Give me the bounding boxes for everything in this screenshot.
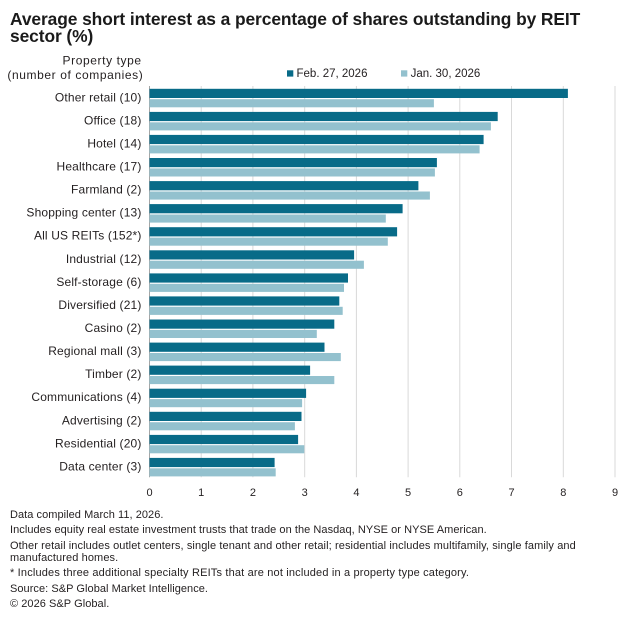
svg-text:1: 1 [198,487,204,499]
svg-text:8: 8 [560,487,566,499]
svg-text:5: 5 [405,487,411,499]
svg-text:2: 2 [250,487,256,499]
svg-text:Industrial (12): Industrial (12) [66,252,142,266]
svg-text:Timber (2): Timber (2) [85,367,141,381]
svg-text:Other retail (10): Other retail (10) [55,90,142,104]
svg-text:Residential (20): Residential (20) [55,436,141,450]
svg-text:All US REITs (152*): All US REITs (152*) [34,229,142,243]
svg-text:Self-storage (6): Self-storage (6) [56,275,141,289]
svg-text:Communications (4): Communications (4) [31,390,141,404]
svg-text:Feb. 27, 2026: Feb. 27, 2026 [297,68,368,80]
svg-text:(number of companies): (number of companies) [7,68,143,82]
svg-text:Advertising (2): Advertising (2) [62,413,142,427]
svg-text:Casino (2): Casino (2) [85,321,142,335]
svg-text:Shopping center (13): Shopping center (13) [26,206,141,220]
svg-text:Healthcare (17): Healthcare (17) [57,160,142,174]
svg-text:3: 3 [302,487,308,499]
svg-text:Hotel (14): Hotel (14) [87,136,141,150]
svg-text:6: 6 [457,487,463,499]
svg-text:0: 0 [146,487,152,499]
svg-text:Jan. 30, 2026: Jan. 30, 2026 [411,68,481,80]
svg-text:7: 7 [508,487,514,499]
svg-text:Property type: Property type [63,54,142,68]
svg-text:4: 4 [353,487,359,499]
svg-text:9: 9 [612,487,618,499]
svg-text:Farmland (2): Farmland (2) [71,183,141,197]
svg-text:Office (18): Office (18) [84,113,141,127]
svg-text:Regional mall (3): Regional mall (3) [48,344,141,358]
svg-text:Data center (3): Data center (3) [59,459,141,473]
svg-text:Diversified (21): Diversified (21) [58,298,141,312]
